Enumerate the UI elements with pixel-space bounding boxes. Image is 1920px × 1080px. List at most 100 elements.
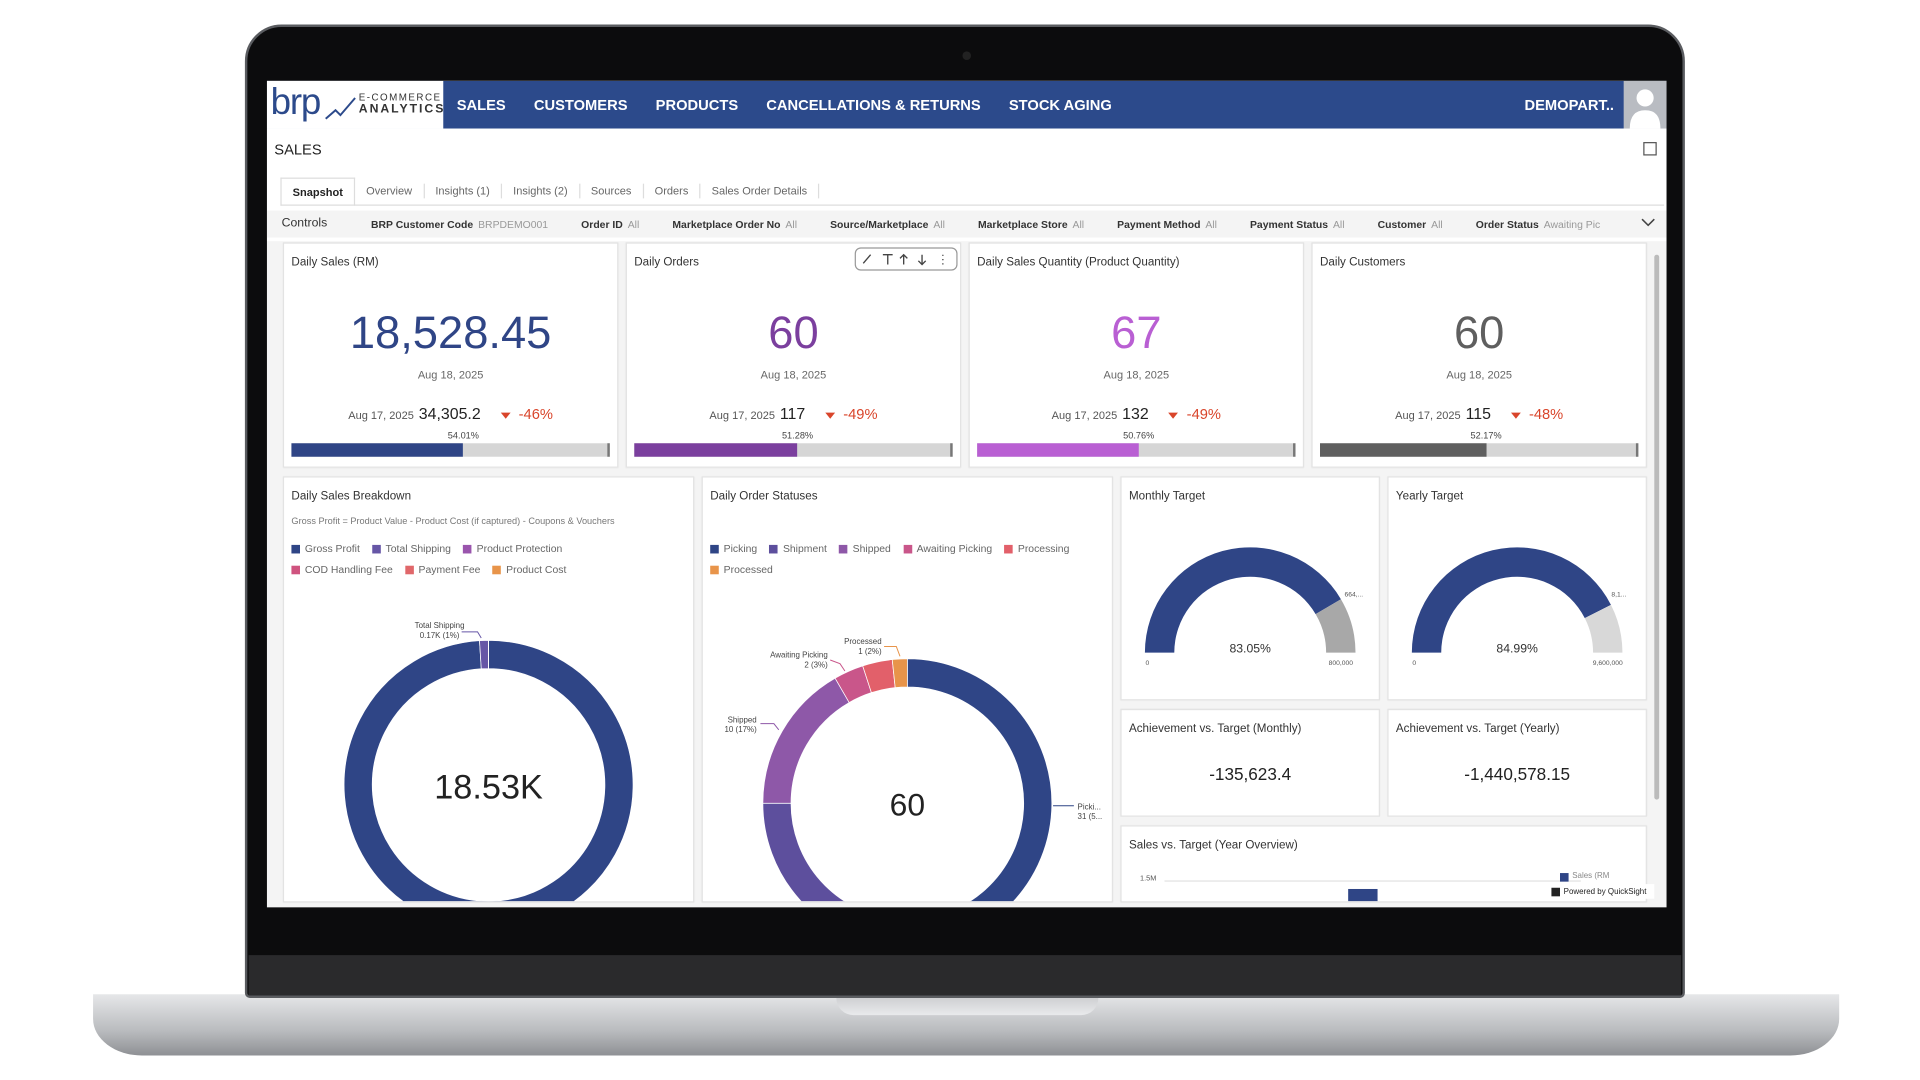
tab[interactable]: Sources — [580, 183, 644, 199]
panel-title: Daily Customers — [1320, 255, 1406, 270]
filter[interactable]: Customer All — [1378, 218, 1443, 230]
legend-item: Shipment — [769, 542, 827, 555]
powered-text: Powered by QuickSight — [1563, 887, 1647, 896]
panel-title: Achievement vs. Target (Yearly) — [1395, 722, 1560, 736]
leader-line — [760, 723, 780, 731]
legend-swatch — [769, 544, 779, 553]
legend-swatch — [291, 565, 301, 574]
nav-item[interactable]: CANCELLATIONS & RETURNS — [766, 96, 981, 114]
legend-item: Product Protection — [463, 542, 563, 555]
filter-value: All — [1072, 217, 1085, 231]
nav-item[interactable]: CUSTOMERS — [533, 96, 628, 114]
powered-by: Powered by QuickSight — [1551, 884, 1655, 899]
kpi-value: 18,528.45 — [349, 307, 552, 358]
avatar-head — [1636, 89, 1654, 107]
legend-swatch — [839, 544, 848, 553]
filter-name: Order ID — [581, 217, 623, 231]
donut-segment — [762, 677, 850, 804]
change-value: -48% — [1528, 405, 1564, 423]
panel-title: Daily Sales (RM) — [291, 255, 379, 270]
legend-label: Awaiting Picking — [916, 542, 993, 555]
progress-bar — [1320, 443, 1487, 457]
legend-swatch — [903, 544, 912, 553]
filter[interactable]: Marketplace Store All — [978, 218, 1084, 230]
progress-bar — [634, 443, 798, 457]
filter[interactable]: Payment Method All — [1117, 218, 1217, 230]
filter[interactable]: Marketplace Order No All — [672, 218, 797, 230]
legend-label: Sales (RM) — [1572, 871, 1609, 881]
legend-swatch — [710, 544, 719, 553]
donut-center: 60 — [890, 787, 925, 823]
donut-segment — [891, 658, 908, 688]
filter-value: All — [1205, 217, 1217, 231]
filter[interactable]: Source/Marketplace All — [830, 218, 945, 230]
filter-value: All — [785, 217, 798, 231]
controls-bar: Controls BRP Customer Code BRPDEMO001 Order… — [266, 210, 1667, 238]
chart: 83.05% 0 800,000 664,... — [1144, 547, 1363, 667]
legend: Gross Profit Total Shipping Product Protec… — [291, 542, 597, 576]
expand-chevron[interactable] — [1641, 217, 1656, 229]
base-notch — [836, 994, 1099, 1016]
nav-item[interactable]: SALES — [456, 96, 506, 114]
filter[interactable]: Order Status Awaiting Pic — [1476, 218, 1600, 230]
legend-item: Payment Fee — [405, 563, 480, 576]
legend-label: Shipment — [782, 542, 827, 555]
legend-item: Awaiting Picking — [903, 542, 993, 555]
annotation: Shipped — [728, 715, 757, 724]
gauge-label: 83.05% — [1229, 642, 1271, 656]
filter-name: Marketplace Order No — [672, 217, 781, 231]
user-name[interactable]: DEMOPART.. — [1524, 96, 1615, 114]
tab[interactable]: Snapshot — [280, 176, 356, 206]
logo-text: E-COMMERCE — [358, 91, 442, 103]
panel-title: Monthly Target — [1128, 489, 1206, 504]
avatar[interactable] — [1623, 80, 1667, 129]
change-value: -49% — [1186, 405, 1221, 423]
filter-name: BRP Customer Code — [371, 217, 474, 231]
export-icon[interactable] — [1643, 142, 1657, 156]
prev-date: Aug 17, 2025 — [348, 408, 414, 422]
tab[interactable]: Orders — [644, 183, 701, 199]
filter[interactable]: Order ID All — [581, 218, 639, 230]
tab[interactable]: Insights (1) — [424, 183, 503, 199]
filter[interactable]: BRP Customer Code BRPDEMO001 — [371, 218, 548, 230]
chart — [1641, 218, 1655, 227]
tab[interactable]: Overview — [355, 183, 425, 199]
donut-center: 18.53K — [434, 768, 543, 806]
filter-value: All — [933, 217, 945, 231]
logo: brp — [270, 82, 322, 123]
change-arrow — [824, 412, 835, 419]
logo-text: ANALYTICS — [358, 102, 446, 117]
progress-label: 52.17% — [1470, 429, 1502, 441]
sales-breakdown-panel: Daily Sales Breakdown Gross Profit = Prod… — [282, 476, 695, 903]
filter[interactable]: Payment Status All — [1250, 218, 1345, 230]
kpi-card: Daily Sales Quantity (Product Quantity) 6… — [968, 242, 1305, 468]
kpi-date: Aug 18, 2025 — [1446, 368, 1512, 381]
annotation: Processed — [844, 637, 882, 646]
toolbar-icons — [862, 253, 944, 266]
filter-value: All — [1431, 217, 1443, 231]
legend-item: Picking — [710, 542, 757, 555]
legend-swatch — [372, 544, 381, 553]
legend-item: Processing — [1004, 542, 1069, 555]
nav-item[interactable]: PRODUCTS — [655, 96, 739, 114]
panel-title: Daily Sales Breakdown — [291, 489, 412, 504]
annotation: 10 (17%) — [725, 725, 758, 734]
prev-value: 34,305.2 — [418, 404, 481, 423]
legend-swatch — [463, 544, 472, 553]
kpi-card: Daily Orders 60 Aug 18, 2025 Aug 17, 2025 11… — [625, 242, 962, 468]
progress-bar — [291, 443, 464, 457]
legend-label: Product Protection — [476, 542, 563, 555]
lid-bottom — [248, 955, 1682, 996]
tab[interactable]: Sales Order Details — [701, 183, 820, 199]
logo-swoosh — [325, 97, 356, 120]
tab[interactable]: Insights (2) — [502, 183, 580, 199]
panel-title: Yearly Target — [1395, 489, 1464, 504]
screen: brp E-COMMERCE ANALYTICS SALES CUSTOMERS PROD… — [266, 80, 1667, 908]
legend-label: Gross Profit — [304, 542, 360, 555]
progress-label: 54.01% — [447, 429, 479, 441]
gauge-max: 9,600,000 — [1593, 660, 1623, 667]
filter-value: All — [1332, 217, 1345, 231]
nav-item[interactable]: STOCK AGING — [1008, 96, 1112, 114]
achievement-panel: Achievement vs. Target (Monthly) -135,623… — [1120, 708, 1381, 817]
